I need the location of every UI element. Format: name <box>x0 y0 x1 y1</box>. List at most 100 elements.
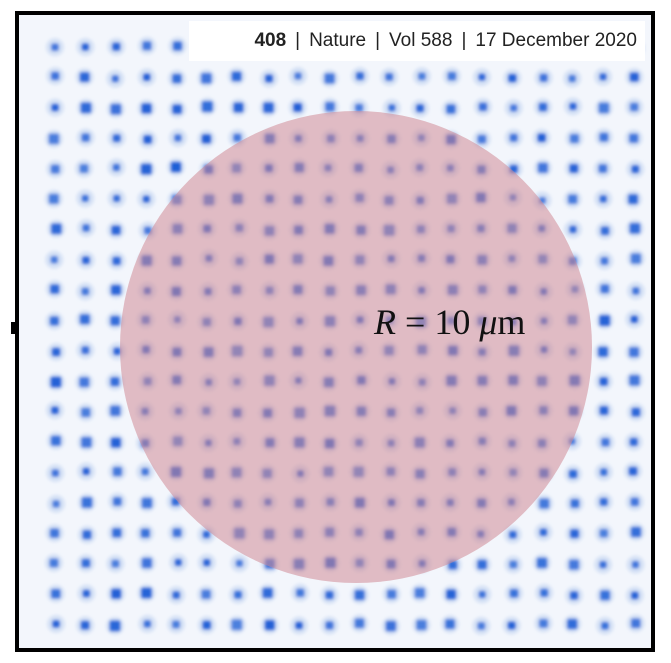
atom-spot <box>174 558 182 567</box>
atom-spot <box>537 162 548 173</box>
atom-spot <box>51 406 59 415</box>
atom-spot <box>509 133 518 142</box>
atom-spot <box>264 620 275 631</box>
atom-spot <box>570 529 580 539</box>
atom-spot <box>231 71 242 82</box>
atom-spot <box>51 223 62 235</box>
atom-spot <box>141 497 153 509</box>
atom-spot <box>110 405 121 417</box>
radius-circle <box>120 111 592 583</box>
atom-spot <box>325 590 334 600</box>
figure-frame: 408 | Nature | Vol 588 | 17 December 202… <box>15 11 655 652</box>
atom-spot <box>598 102 610 114</box>
atom-spot <box>141 103 152 114</box>
atom-spot <box>79 314 90 325</box>
atom-spot <box>112 497 122 506</box>
atom-spot <box>172 620 180 629</box>
journal-header: 408 | Nature | Vol 588 | 17 December 202… <box>189 21 645 61</box>
atom-spot <box>172 528 182 538</box>
atom-spot <box>629 72 639 82</box>
atom-spot <box>110 315 121 326</box>
atom-spot <box>51 43 59 51</box>
atom-spot <box>598 164 608 173</box>
atom-spot <box>142 195 150 203</box>
header-separator: | <box>295 30 301 51</box>
atom-spot <box>631 618 641 628</box>
atom-spot <box>50 588 61 599</box>
atom-spot <box>79 72 90 82</box>
atom-spot <box>49 316 59 326</box>
atom-spot <box>80 620 90 630</box>
atom-spot <box>201 134 212 144</box>
atom-spot <box>388 104 396 112</box>
atom-spot <box>601 438 610 447</box>
atom-spot <box>630 253 642 264</box>
atom-spot <box>569 225 577 234</box>
atom-spot <box>600 468 608 476</box>
atom-spot <box>630 315 638 324</box>
atom-spot <box>631 561 640 569</box>
atom-spot <box>263 102 274 113</box>
atom-spot <box>49 528 60 538</box>
atom-spot <box>418 72 426 81</box>
atom-spot <box>50 435 61 446</box>
atom-spot <box>79 377 90 388</box>
atom-spot <box>81 133 90 142</box>
equals-sign: = <box>405 302 426 342</box>
atom-spot <box>82 530 92 540</box>
atom-spot <box>631 591 639 600</box>
atom-spot <box>233 133 242 142</box>
atom-spot <box>631 407 641 417</box>
atom-spot <box>600 226 610 236</box>
atom-spot <box>539 498 550 509</box>
atom-spot <box>599 528 609 538</box>
atom-spot <box>233 102 244 113</box>
atom-spot <box>143 73 151 81</box>
atom-spot <box>172 591 181 599</box>
atom-spot <box>629 437 638 447</box>
atom-spot <box>508 73 517 83</box>
atom-spot <box>142 41 152 51</box>
atom-spot <box>414 587 425 599</box>
atom-spot <box>599 377 608 386</box>
atom-spot <box>140 528 150 538</box>
atom-spot <box>600 284 610 294</box>
atom-spot <box>262 587 273 599</box>
journal-name: Nature <box>309 30 367 51</box>
atom-spot <box>507 621 516 630</box>
left-edge-tick <box>11 322 15 334</box>
atom-spot <box>81 194 89 202</box>
atom-spot <box>110 437 121 448</box>
atom-spot <box>201 589 211 600</box>
atom-spot <box>50 376 62 388</box>
atom-spot <box>540 588 549 597</box>
atom-spot <box>447 71 457 81</box>
header-separator: | <box>461 30 467 51</box>
atom-spot <box>112 256 121 266</box>
atom-spot <box>141 557 152 569</box>
radius-value: 10 <box>434 302 471 342</box>
volume-number: Vol 588 <box>389 30 453 51</box>
atom-spot <box>81 558 91 568</box>
atom-spot <box>325 621 334 630</box>
atom-spot <box>478 590 486 598</box>
atom-spot <box>48 193 59 204</box>
atom-spot <box>81 43 89 51</box>
atom-spot <box>112 466 123 477</box>
atom-spot <box>202 620 211 630</box>
atom-spot <box>630 526 642 538</box>
atom-spot <box>601 622 609 630</box>
atom-spot <box>599 497 608 506</box>
atom-spot <box>629 133 639 143</box>
atom-spot <box>477 622 486 630</box>
atom-spot <box>111 588 122 599</box>
atom-spot <box>629 347 640 358</box>
atom-spot <box>354 618 365 629</box>
atom-spot <box>354 103 364 113</box>
atom-spot <box>172 41 183 51</box>
atom-spot <box>629 102 639 112</box>
atom-spot <box>567 618 578 630</box>
atom-spot <box>81 497 93 508</box>
atom-spot <box>112 163 121 172</box>
radius-annotation: R = 10 μm <box>374 301 525 343</box>
